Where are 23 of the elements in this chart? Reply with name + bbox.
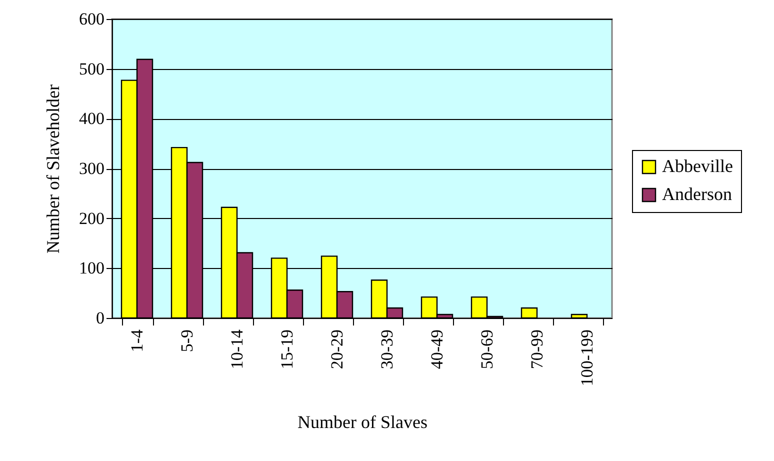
x-tick-label: 70-99 <box>528 330 546 370</box>
x-tick-label: 20-29 <box>328 330 346 370</box>
y-tick-label: 0 <box>96 308 104 328</box>
y-tick-label: 300 <box>79 159 104 178</box>
x-tick-label: 5-9 <box>178 330 196 352</box>
legend-label: Abbeville <box>662 156 733 176</box>
x-tick-label: 30-39 <box>378 330 396 370</box>
y-tick-label: 600 <box>79 10 104 28</box>
y-tick-label: 200 <box>79 208 104 228</box>
y-tick-label: 100 <box>79 258 104 278</box>
y-tick-label: 500 <box>79 59 104 78</box>
x-axis-title: Number of Slaves <box>298 412 428 432</box>
x-tick-label: 50-69 <box>478 330 496 370</box>
x-tick-label: 15-19 <box>278 330 296 370</box>
x-tick-label: 40-49 <box>428 330 446 370</box>
legend-label: Anderson <box>662 184 732 204</box>
y-axis-title: Number of Slaveholder <box>43 84 63 254</box>
y-tick-label: 400 <box>79 109 104 128</box>
x-tick-label: 1-4 <box>128 329 146 352</box>
bar <box>570 314 588 319</box>
x-tick-label: 100-199 <box>578 330 596 386</box>
x-tick-label: 10-14 <box>228 329 246 370</box>
bar <box>520 307 538 319</box>
